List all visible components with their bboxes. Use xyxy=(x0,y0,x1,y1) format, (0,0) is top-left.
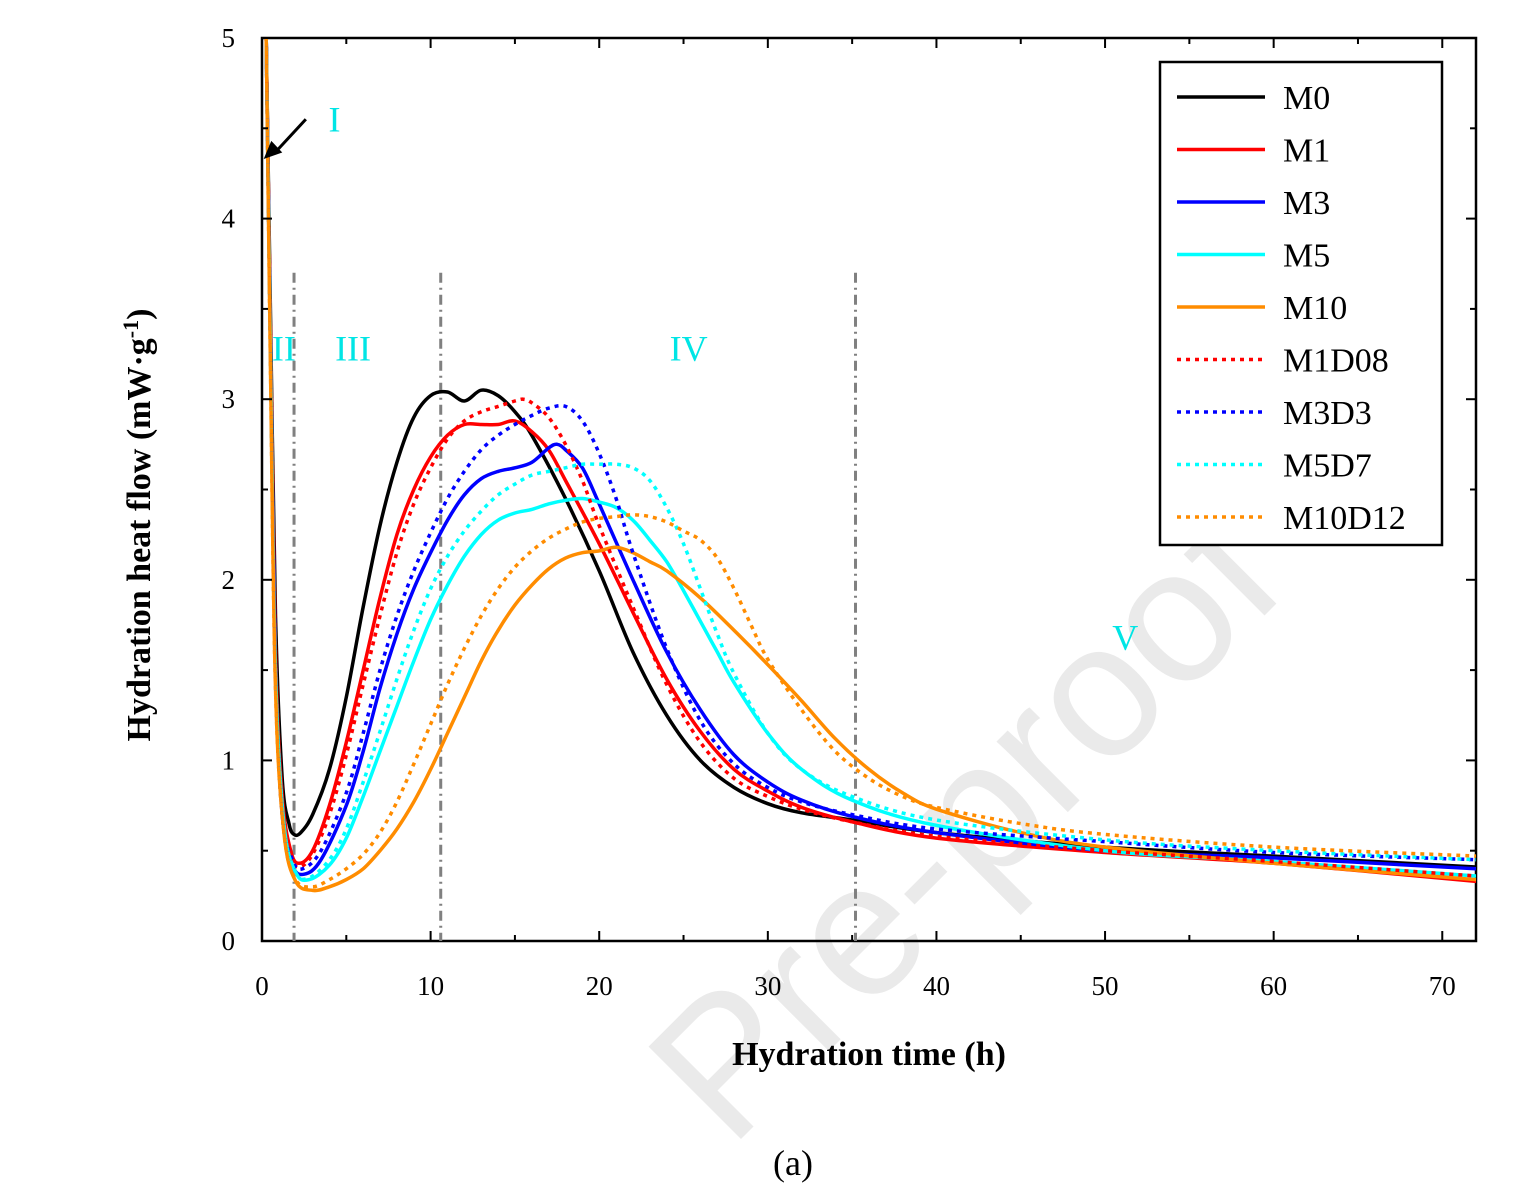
y-axis-title: Hydration heat flow (mW·g-1) xyxy=(118,309,159,742)
legend-label-m3d3: M3D3 xyxy=(1283,395,1372,432)
y-axis-ticks: 0 1 2 3 4 5 xyxy=(222,23,1476,956)
x-tick-label: 30 xyxy=(754,971,781,1001)
y-tick-label: 1 xyxy=(222,745,236,775)
legend-label-m5d7: M5D7 xyxy=(1283,448,1372,485)
y-tick-label: 3 xyxy=(222,384,236,414)
y-axis-title-main: Hydration heat flow (mW·g xyxy=(121,338,158,741)
stage-i-arrow xyxy=(263,118,307,160)
x-tick-label: 60 xyxy=(1260,971,1287,1001)
stage-label-v: V xyxy=(1112,618,1138,658)
figure-caption: (a) xyxy=(773,1143,813,1183)
stage-label-i: I xyxy=(329,99,341,139)
arrow-shaft xyxy=(272,118,307,156)
arrow-head xyxy=(263,140,283,160)
legend-label-m5: M5 xyxy=(1283,238,1330,275)
stage-label-iii: III xyxy=(335,329,371,369)
stage-divider-lines xyxy=(292,272,858,941)
y-tick-label: 5 xyxy=(222,23,236,53)
x-tick-label: 70 xyxy=(1429,971,1456,1001)
legend-box xyxy=(1158,60,1444,547)
x-tick-label: 50 xyxy=(1092,971,1119,1001)
y-tick-label: 0 xyxy=(222,926,236,956)
legend-label-m1d08: M1D08 xyxy=(1283,343,1389,380)
y-axis-title-sup: -1 xyxy=(118,320,143,338)
legend: M0 M1 M3 M5 M10 M1D08 M3D3 M5D7 M10D12 xyxy=(1177,80,1406,537)
x-axis-title: Hydration time (h) xyxy=(732,1036,1006,1073)
y-tick-label: 4 xyxy=(222,204,236,234)
x-tick-label: 0 xyxy=(255,971,269,1001)
y-axis-title-close: ) xyxy=(121,309,158,320)
series-layer xyxy=(264,38,1476,893)
stage-label-iv: IV xyxy=(670,329,708,369)
stage-label-ii: II xyxy=(272,329,296,369)
x-tick-label: 10 xyxy=(417,971,444,1001)
series-line-m1 xyxy=(264,38,1476,884)
x-tick-label: 20 xyxy=(586,971,613,1001)
legend-label-m10: M10 xyxy=(1283,290,1347,327)
legend-label-m0: M0 xyxy=(1283,80,1330,117)
legend-label-m3: M3 xyxy=(1283,185,1330,222)
series-line-m10d12 xyxy=(264,38,1476,889)
y-tick-label: 2 xyxy=(222,565,236,595)
x-axis-ticks: 0 10 20 30 40 50 60 70 xyxy=(255,38,1456,1001)
stage-labels: III III IVV xyxy=(272,99,1138,657)
series-line-m10 xyxy=(264,38,1476,893)
legend-label-m1: M1 xyxy=(1283,133,1330,170)
legend-label-m10d12: M10D12 xyxy=(1283,500,1406,537)
x-tick-label: 40 xyxy=(923,971,950,1001)
